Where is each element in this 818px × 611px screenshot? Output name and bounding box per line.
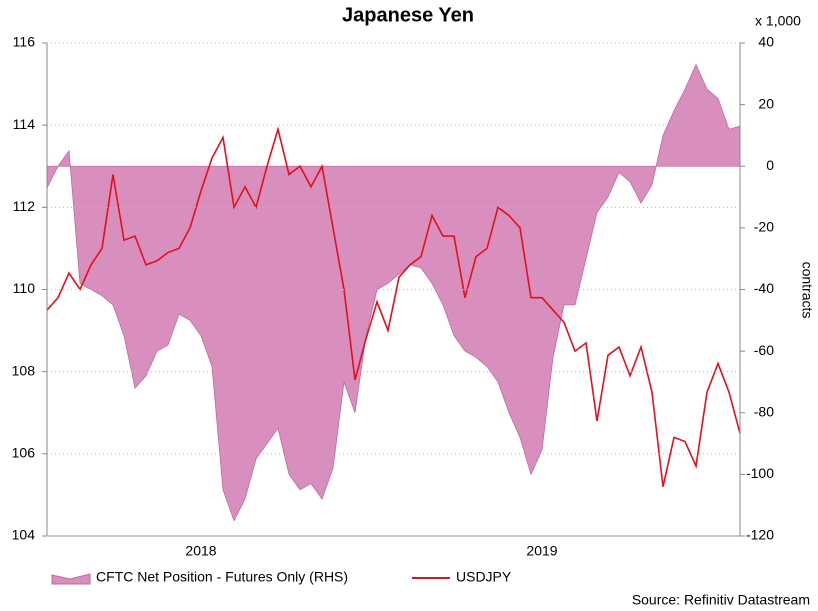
y-tick-label: 114	[13, 116, 36, 132]
area	[46, 63, 741, 522]
y2-tick-label: -20	[754, 219, 774, 235]
y2-tick-label: -40	[754, 280, 774, 296]
chart-title: Japanese Yen	[342, 4, 474, 26]
legend-label: USDJPY	[456, 569, 512, 585]
y2-tick-label: -100	[746, 465, 774, 481]
y2-tick-label: -120	[746, 527, 774, 543]
source: Source: Refinitiv Datastream	[632, 592, 810, 608]
y-tick-label: 116	[13, 34, 36, 50]
y2-tick-label: -80	[754, 403, 774, 419]
y2-tick-label: -60	[754, 342, 774, 358]
y2-axis-label: contracts	[799, 262, 815, 319]
y-tick-label: 108	[12, 362, 36, 378]
y2-tick-label: 20	[758, 95, 774, 111]
y2-tick-label: 40	[758, 34, 774, 50]
y2-tick-label: 0	[766, 157, 774, 173]
y2-unit-note: x 1,000	[755, 13, 801, 29]
y-tick-label: 110	[13, 280, 36, 296]
line	[46, 126, 741, 487]
y-tick-label: 106	[12, 445, 36, 461]
y-tick-label: 112	[13, 198, 36, 214]
x-tick-label: 2019	[526, 543, 557, 559]
y-tick-label: 104	[12, 527, 36, 543]
x-tick-label: 2018	[185, 543, 216, 559]
legend-label: CFTC Net Position - Futures Only (RHS)	[96, 569, 348, 585]
legend-swatch	[51, 573, 91, 585]
